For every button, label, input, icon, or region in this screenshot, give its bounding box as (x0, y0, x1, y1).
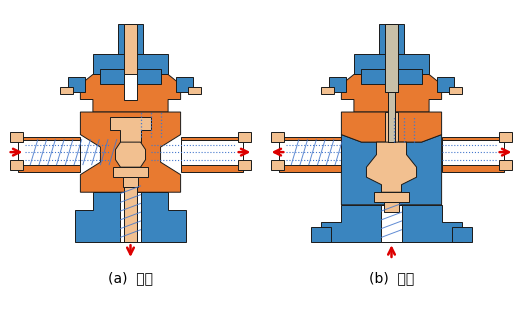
Bar (271, 160, 284, 170)
Polygon shape (123, 177, 138, 187)
Bar (61, 87, 73, 94)
Polygon shape (115, 142, 146, 167)
Polygon shape (80, 74, 181, 112)
Polygon shape (341, 74, 442, 112)
Bar (499, 160, 512, 170)
Polygon shape (75, 192, 186, 242)
Text: (a)  分流: (a) 分流 (108, 271, 153, 285)
Polygon shape (341, 112, 442, 142)
Polygon shape (442, 137, 504, 172)
Polygon shape (374, 192, 409, 202)
Bar (271, 132, 284, 142)
Bar (388, 92, 395, 142)
Bar (175, 77, 193, 92)
Polygon shape (322, 205, 461, 242)
Bar (385, 112, 398, 142)
Bar (181, 139, 243, 164)
Bar (452, 227, 472, 242)
Bar (18, 139, 80, 164)
Bar (124, 117, 137, 187)
Bar (279, 139, 341, 164)
Bar (124, 187, 137, 242)
Bar (238, 160, 251, 170)
Bar (442, 139, 504, 164)
Bar (188, 87, 200, 94)
Bar (379, 24, 404, 62)
Bar (354, 54, 429, 74)
Polygon shape (366, 142, 417, 192)
Bar (322, 87, 334, 94)
Bar (385, 24, 398, 92)
Bar (499, 132, 512, 142)
Polygon shape (181, 137, 243, 172)
Polygon shape (111, 117, 150, 142)
Bar (449, 87, 461, 94)
Bar (10, 160, 23, 170)
Bar (121, 192, 140, 242)
Bar (10, 132, 23, 142)
Bar (436, 77, 454, 92)
Bar (124, 24, 137, 85)
Polygon shape (279, 137, 341, 172)
Bar (382, 205, 401, 242)
Bar (361, 69, 422, 85)
Bar (124, 74, 137, 99)
Text: (b)  合流: (b) 合流 (369, 271, 414, 285)
Bar (100, 69, 161, 85)
Bar (329, 77, 347, 92)
Bar (385, 24, 398, 92)
Polygon shape (18, 137, 80, 172)
Bar (124, 117, 137, 242)
Bar (68, 77, 86, 92)
Polygon shape (113, 167, 148, 177)
Bar (311, 227, 331, 242)
Polygon shape (341, 135, 442, 205)
Polygon shape (80, 112, 181, 192)
Bar (388, 92, 395, 142)
Bar (238, 132, 251, 142)
Bar (93, 54, 168, 74)
Polygon shape (384, 202, 399, 212)
Bar (118, 24, 143, 62)
